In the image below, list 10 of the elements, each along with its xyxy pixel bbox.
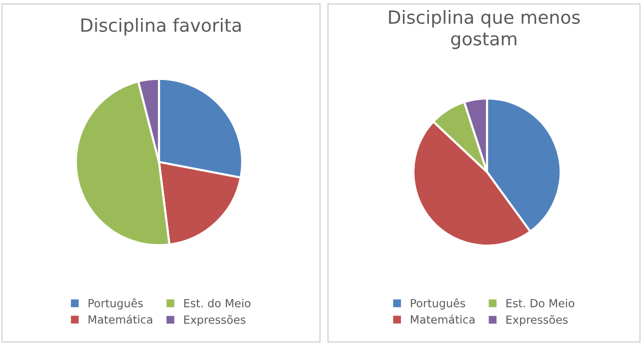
chart-title: Disciplina favorita [81, 18, 241, 36]
chart-title: Disciplina que menos gostam [389, 10, 580, 50]
legend-label: Matemática [88, 314, 152, 324]
legend-label: Português [410, 298, 466, 310]
legend-label: Português [88, 298, 143, 310]
legend-label: Est. Do Meio [506, 298, 574, 308]
legend-label: Matemática [410, 314, 474, 324]
legend-label: Est. do Meio [184, 298, 250, 308]
legend-label: Expressões [184, 315, 246, 326]
legend-label: Expressões [506, 315, 568, 326]
